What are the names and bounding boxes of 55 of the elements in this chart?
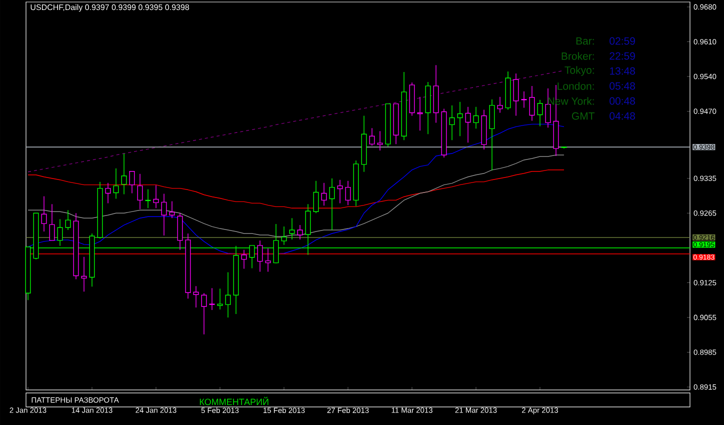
candlestick	[209, 288, 215, 310]
candlestick	[321, 182, 327, 206]
candlestick	[121, 153, 127, 195]
candlestick	[225, 272, 231, 318]
candlestick	[465, 106, 471, 143]
candlestick	[201, 292, 207, 335]
candlestick	[537, 100, 543, 127]
candlestick	[257, 240, 263, 272]
candlestick	[489, 99, 495, 171]
candlestick	[169, 200, 175, 218]
text: 22:59	[610, 52, 635, 60]
candlestick	[153, 184, 159, 209]
candlestick	[329, 178, 335, 230]
candlestick	[521, 91, 527, 108]
candlestick	[529, 86, 535, 122]
candlestick	[137, 174, 143, 210]
text: 13:48	[610, 67, 636, 75]
candlestick	[513, 73, 519, 116]
candlestick	[241, 250, 247, 270]
candlestick	[65, 210, 71, 230]
candlestick	[345, 180, 351, 206]
candlestick	[41, 196, 47, 232]
text: 02:59	[610, 37, 635, 45]
text: GMT	[572, 112, 595, 120]
candlestick	[217, 288, 223, 310]
annotation: Broker:	[562, 52, 594, 60]
candlestick	[337, 179, 343, 204]
candlestick	[377, 130, 383, 151]
candlestick	[369, 128, 375, 146]
candlestick	[265, 248, 271, 272]
candlestick	[113, 168, 119, 200]
chart-title: USDCHF,Daily 0.9397 0.9399 0.9395 0.9398	[30, 4, 190, 12]
candlestick	[313, 180, 319, 214]
candlestick	[281, 226, 287, 246]
candlestick	[81, 256, 87, 292]
text: 05:48	[610, 82, 636, 90]
candlestick	[145, 188, 151, 209]
text: КОММЕНТАРИЙ	[200, 396, 268, 406]
candlestick	[297, 224, 303, 240]
candlestick	[417, 96, 423, 132]
annotation: London:	[558, 82, 594, 90]
candlestick	[473, 106, 479, 130]
candlestick	[49, 204, 55, 241]
candlestick	[497, 96, 503, 114]
candlestick	[193, 286, 199, 308]
text: Bar:	[576, 37, 594, 45]
candlestick	[105, 182, 111, 204]
candlestick	[129, 171, 135, 194]
candlestick	[289, 218, 295, 240]
text: 00:48	[610, 97, 636, 105]
candlestick	[457, 102, 463, 136]
text: 04:48	[610, 112, 636, 120]
candlestick	[449, 104, 455, 140]
annotation: Tokyo:	[564, 66, 594, 76]
candlestick	[161, 193, 167, 236]
